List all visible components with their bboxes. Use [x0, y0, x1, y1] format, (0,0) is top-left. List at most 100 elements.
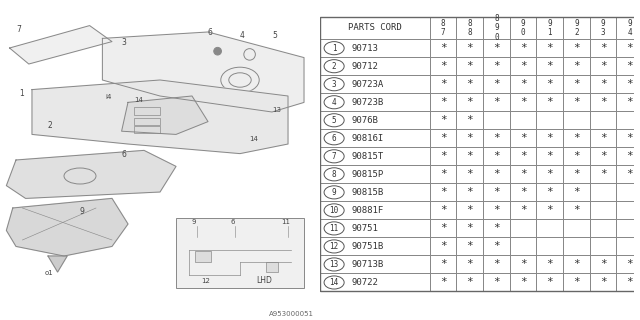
Text: 12: 12 [330, 242, 339, 251]
Text: *: * [627, 260, 633, 269]
Bar [430, 201, 456, 220]
Bar [563, 147, 589, 165]
Bar [430, 147, 456, 165]
Text: *: * [600, 151, 606, 161]
Text: 1: 1 [19, 89, 24, 98]
Text: i4: i4 [106, 94, 112, 100]
Text: *: * [520, 61, 527, 71]
Text: *: * [493, 151, 500, 161]
Bar [134, 107, 160, 115]
Bar [616, 39, 640, 57]
Bar [563, 17, 589, 39]
Bar [589, 255, 616, 274]
Text: *: * [440, 133, 447, 143]
Bar [509, 255, 536, 274]
Text: *: * [573, 151, 580, 161]
Bar [430, 129, 456, 147]
Polygon shape [122, 96, 208, 134]
Text: 13: 13 [330, 260, 339, 269]
Text: *: * [467, 187, 473, 197]
Text: *: * [440, 187, 447, 197]
Text: 90815T: 90815T [351, 152, 383, 161]
Text: *: * [467, 133, 473, 143]
Bar [320, 75, 430, 93]
Text: *: * [600, 61, 606, 71]
Bar [320, 129, 430, 147]
Bar [320, 255, 430, 274]
Bar [320, 274, 430, 292]
Bar [536, 201, 563, 220]
Bar [195, 251, 211, 262]
Bar [536, 129, 563, 147]
Polygon shape [6, 198, 128, 256]
Text: 90723A: 90723A [351, 80, 383, 89]
Text: 9: 9 [192, 219, 196, 225]
Text: *: * [627, 133, 633, 143]
Bar [563, 255, 589, 274]
Bar [134, 118, 160, 125]
Text: 10: 10 [330, 206, 339, 215]
Text: *: * [440, 205, 447, 215]
Bar [456, 220, 483, 237]
Text: 90723B: 90723B [351, 98, 383, 107]
Bar [430, 111, 456, 129]
Text: *: * [467, 277, 473, 287]
Bar [456, 93, 483, 111]
Bar [430, 255, 456, 274]
Bar [563, 201, 589, 220]
Bar [589, 17, 616, 39]
Bar [320, 39, 430, 57]
Text: *: * [493, 133, 500, 143]
Text: o1: o1 [45, 270, 54, 276]
Bar [509, 220, 536, 237]
Bar [320, 57, 430, 75]
Bar [320, 17, 640, 292]
Text: *: * [600, 79, 606, 89]
Bar [430, 39, 456, 57]
Bar [266, 262, 278, 272]
Bar [536, 57, 563, 75]
Text: *: * [627, 61, 633, 71]
Bar [616, 220, 640, 237]
Bar [589, 165, 616, 183]
Text: *: * [493, 277, 500, 287]
Text: 3: 3 [332, 80, 337, 89]
Bar [509, 237, 536, 255]
Text: 6: 6 [208, 28, 213, 37]
Bar [430, 93, 456, 111]
Text: *: * [467, 241, 473, 252]
Bar [589, 220, 616, 237]
Bar [589, 57, 616, 75]
Text: *: * [573, 205, 580, 215]
Bar [483, 57, 509, 75]
Bar [430, 183, 456, 201]
Bar [430, 17, 456, 39]
Bar [563, 274, 589, 292]
Text: 2: 2 [48, 121, 52, 130]
Bar [483, 129, 509, 147]
Text: A953000051: A953000051 [269, 311, 314, 317]
Text: *: * [440, 61, 447, 71]
Text: 11: 11 [330, 224, 339, 233]
Bar [589, 183, 616, 201]
Bar [589, 93, 616, 111]
Text: *: * [600, 43, 606, 53]
Text: *: * [467, 97, 473, 107]
Text: 90722: 90722 [351, 278, 378, 287]
Text: *: * [547, 169, 553, 179]
Bar [589, 39, 616, 57]
Text: *: * [493, 79, 500, 89]
Text: 3: 3 [122, 38, 127, 47]
Bar [536, 183, 563, 201]
Bar [536, 93, 563, 111]
Text: *: * [493, 241, 500, 252]
Text: 5: 5 [272, 31, 277, 40]
Text: 4: 4 [240, 31, 245, 40]
Text: 90751: 90751 [351, 224, 378, 233]
Bar [509, 39, 536, 57]
Bar [616, 147, 640, 165]
Text: *: * [440, 151, 447, 161]
Text: *: * [520, 133, 527, 143]
Text: *: * [520, 260, 527, 269]
Polygon shape [102, 32, 304, 112]
